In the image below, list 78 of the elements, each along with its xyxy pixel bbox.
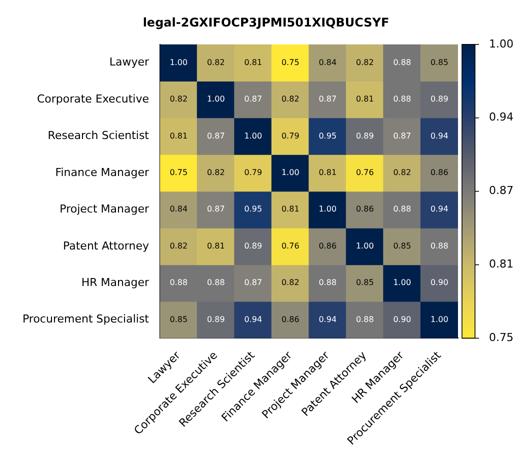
chart-title: legal-2GXIFOCP3JPMI501XIQBUCSYF	[142, 15, 390, 30]
data-label: 0.94	[318, 314, 337, 324]
data-label: 1.00	[318, 204, 337, 214]
data-label: 0.89	[244, 241, 262, 250]
data-label: 0.94	[430, 131, 448, 140]
data-label: 1.00	[244, 131, 262, 140]
y-tick-label: HR Manager	[81, 276, 150, 289]
color-bar-label: 0.75	[489, 331, 514, 344]
data-label: 0.85	[430, 58, 448, 67]
data-label: 0.81	[356, 94, 374, 104]
data-label: 0.86	[318, 241, 337, 250]
data-label: 0.76	[356, 168, 374, 178]
data-label: 0.82	[281, 278, 300, 288]
data-label: 0.88	[170, 278, 188, 288]
data-label: 0.79	[281, 131, 300, 140]
color-bar-label: 0.81	[489, 258, 514, 271]
data-label: 0.87	[393, 131, 412, 140]
data-label: 0.82	[170, 241, 188, 250]
y-tick-label: Project Manager	[60, 202, 150, 216]
data-label: 0.82	[170, 94, 188, 104]
data-label: 0.88	[206, 278, 225, 288]
color-bar-label: 1.00	[489, 37, 514, 50]
data-label: 0.82	[281, 94, 300, 104]
data-label: 0.89	[356, 131, 374, 140]
data-label: 0.76	[281, 241, 300, 250]
data-label: 0.79	[244, 168, 262, 178]
data-label: 0.82	[206, 168, 225, 178]
data-label: 0.87	[244, 94, 262, 104]
data-label: 0.87	[244, 278, 262, 288]
data-label: 1.00	[393, 278, 412, 288]
color-bar-label: 0.87	[489, 184, 514, 198]
data-label: 0.94	[430, 204, 448, 214]
data-label: 0.87	[206, 131, 225, 140]
data-label: 0.84	[170, 204, 188, 214]
data-label: 0.88	[393, 58, 412, 67]
data-label: 0.85	[356, 278, 374, 288]
data-label: 0.85	[393, 241, 412, 250]
color-bar-label: 0.94	[489, 110, 514, 124]
y-tick-label: Research Scientist	[48, 129, 150, 142]
y-tick-label: Corporate Executive	[36, 92, 150, 106]
data-label: 0.86	[430, 168, 448, 178]
data-label: 0.86	[281, 314, 300, 324]
data-label: 0.88	[393, 94, 412, 104]
data-label: 0.94	[244, 314, 262, 324]
data-label: 0.87	[318, 94, 337, 104]
data-label: 1.00	[206, 94, 225, 104]
y-tick-label: Procurement Specialist	[22, 312, 150, 326]
data-label: 0.81	[170, 131, 188, 140]
data-label: 0.85	[170, 314, 188, 324]
data-label: 1.00	[170, 58, 188, 67]
data-label: 0.95	[244, 204, 262, 214]
data-label: 0.82	[356, 58, 374, 67]
data-label: 0.87	[206, 204, 225, 214]
data-label: 0.81	[206, 241, 225, 250]
data-label: 0.88	[393, 204, 412, 214]
data-label: 0.84	[318, 58, 337, 67]
data-label: 0.82	[206, 58, 225, 67]
data-label: 0.90	[430, 278, 448, 288]
data-label: 1.00	[356, 241, 374, 250]
data-label: 1.00	[281, 168, 300, 178]
data-label: 0.81	[281, 204, 300, 214]
data-label: 0.75	[170, 168, 188, 178]
y-tick-label: Lawyer	[109, 56, 150, 69]
data-label: 0.81	[244, 58, 262, 67]
data-label: 0.75	[281, 58, 300, 67]
data-label: 0.82	[393, 168, 412, 178]
data-label: 0.86	[356, 204, 374, 214]
y-tick-label: Patent Attorney	[62, 239, 150, 252]
data-label: 0.95	[318, 131, 337, 140]
data-label: 1.00	[430, 314, 448, 324]
data-label: 0.90	[393, 314, 412, 324]
data-label: 0.89	[206, 314, 225, 324]
y-tick-label: Finance Manager	[55, 166, 150, 179]
data-label: 0.88	[318, 278, 337, 288]
data-label: 0.81	[318, 168, 337, 178]
data-label: 0.88	[430, 241, 448, 250]
data-label: 0.88	[356, 314, 374, 324]
data-label: 0.89	[430, 94, 448, 104]
